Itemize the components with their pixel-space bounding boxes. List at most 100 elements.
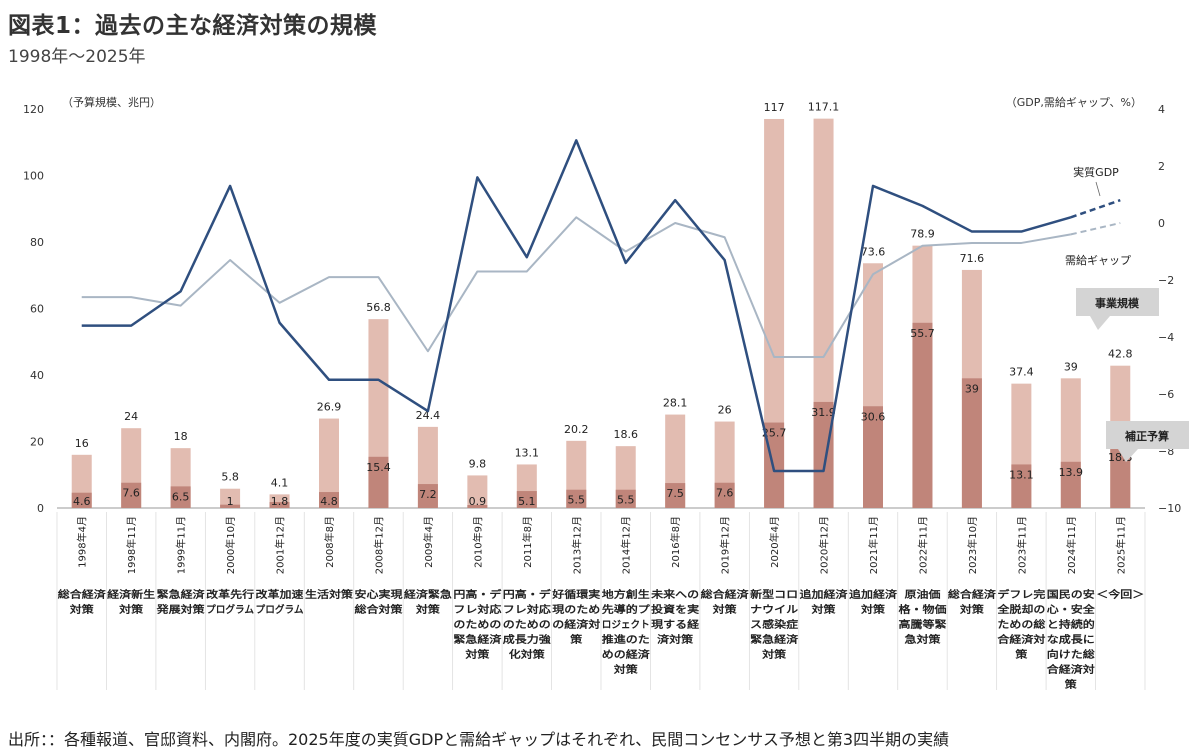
policy-name-label: 合経済対 <box>996 633 1045 646</box>
policy-name-label: 対策 <box>613 663 639 676</box>
policy-name-label: な成長に <box>1047 633 1095 646</box>
supplementary-budget-label: 5.5 <box>568 494 586 507</box>
business-scale-label: 56.8 <box>366 301 391 314</box>
policy-name-label: 安心実現 <box>354 588 402 601</box>
left-tick-label: 40 <box>30 369 44 382</box>
supplementary-budget-bar <box>912 322 933 508</box>
policy-name-label: 合経済対 <box>1046 663 1095 676</box>
right-tick-label: 0 <box>1158 217 1165 230</box>
real-gdp-line-forecast <box>1070 199 1121 219</box>
business-scale-bar <box>319 418 339 508</box>
policy-name-label: の経済対 <box>552 618 600 631</box>
policy-name-label: 円高・デ <box>453 588 502 601</box>
policy-name-label: 緊急経済 <box>157 588 206 601</box>
category-date-label: 2001年12月 <box>274 516 287 574</box>
policy-name-label: と持続的 <box>1047 618 1095 631</box>
policy-name-label: 改革加速 <box>256 588 304 601</box>
business-scale-label: 37.4 <box>1009 366 1034 379</box>
right-tick-label: −4 <box>1158 331 1174 344</box>
category-date-label: 2021年11月 <box>867 516 880 574</box>
business-scale-label: 24 <box>124 410 138 423</box>
supplementary-budget-label: 7.2 <box>419 488 437 501</box>
real-gdp-legend: 実質GDP <box>1073 165 1119 179</box>
business-scale-legend: 事業規模 <box>1095 296 1140 310</box>
policy-name-label: プログラム <box>206 603 254 616</box>
supplementary-budget-bar <box>1110 447 1131 508</box>
policy-name-label: 現する経 <box>651 618 700 631</box>
policy-name-label: 策 <box>1065 678 1078 691</box>
supplementary-budget-bar <box>764 422 785 508</box>
policy-name-label: 急対策 <box>904 633 941 646</box>
policy-name-label: めの経済 <box>602 648 651 661</box>
policy-name-label: のための <box>503 619 551 631</box>
category-date-label: 1999年11月 <box>175 516 188 574</box>
supplementary-budget-label: 6.5 <box>172 490 190 503</box>
right-tick-label: −2 <box>1158 274 1174 287</box>
supply-demand-gap-line-forecast <box>1070 222 1121 236</box>
policy-name-label: のための <box>453 619 501 631</box>
business-scale-label: 28.1 <box>663 397 688 410</box>
business-scale-bar <box>220 488 241 508</box>
policy-name-label: 経済緊急 <box>404 588 452 601</box>
policy-name-label: 追加経済 <box>849 588 898 601</box>
category-date-label: 2014年12月 <box>620 516 633 574</box>
business-scale-bar <box>764 118 785 508</box>
policy-name-label: 総合対策 <box>354 603 403 616</box>
supplementary-budget-label: 7.6 <box>122 487 140 500</box>
policy-name-label: 総合経済 <box>701 588 750 601</box>
policy-name-label: ロジェクト <box>602 619 650 631</box>
category-date-label: 2010年9月 <box>471 516 484 568</box>
category-date-label: 2024年11月 <box>1065 516 1078 574</box>
supplementary-budget-bar <box>319 492 339 508</box>
supplementary-budget-label: 7.6 <box>716 487 734 500</box>
policy-name-label: 経済新生 <box>107 588 155 601</box>
business-scale-label: 117.1 <box>808 101 840 114</box>
policy-name-label: 対策 <box>118 603 144 616</box>
business-scale-label: 73.6 <box>861 245 886 258</box>
business-scale-label: 4.1 <box>271 476 289 489</box>
category-date-label: 2019年12月 <box>719 516 732 574</box>
category-date-label: 2000年10月 <box>224 516 237 574</box>
supplementary-budget-label: 25.7 <box>762 427 787 440</box>
supplementary-budget-bar <box>417 484 438 508</box>
policy-name-label: 対策 <box>711 603 737 616</box>
policy-name-label: 対策 <box>69 603 95 616</box>
supplementary-budget-bar <box>615 489 636 508</box>
category-date-label: 2023年10月 <box>966 516 979 574</box>
policy-name-label: 緊急経済 <box>750 633 799 646</box>
policy-name-label: 策 <box>570 633 583 646</box>
policy-name-label: 対策 <box>810 603 836 616</box>
business-scale-label: 16 <box>75 437 89 450</box>
supplementary-budget-label: 1 <box>227 495 234 508</box>
category-date-label: 2009年4月 <box>422 516 435 568</box>
supply-demand-gap-line <box>81 216 1071 358</box>
policy-name-label: 向けた総 <box>1047 648 1095 661</box>
business-scale-label: 24.4 <box>416 409 441 422</box>
business-scale-bar <box>467 475 488 508</box>
business-scale-label: 78.9 <box>910 228 935 241</box>
business-scale-label: 26.9 <box>317 401 342 414</box>
policy-name-label: デフレ完 <box>997 588 1045 601</box>
supplementary-budget-label: 55.7 <box>910 327 935 340</box>
business-scale-label: 117 <box>764 101 785 114</box>
business-scale-label: 18 <box>174 430 188 443</box>
supplementary-budget-bar <box>566 489 587 508</box>
policy-name-label: 全脱却の <box>996 603 1045 616</box>
business-scale-label: 5.8 <box>221 471 239 484</box>
supplementary-budget-bar <box>467 505 488 508</box>
policy-name-label: 対策 <box>464 648 490 661</box>
business-scale-label: 20.2 <box>564 423 589 436</box>
policy-name-label: 原油価 <box>904 588 940 601</box>
policy-name-label: 円高・デ <box>503 588 552 601</box>
left-tick-label: 100 <box>23 170 44 183</box>
supplementary-budget-bar <box>1011 464 1032 508</box>
policy-name-label: フレ対応 <box>503 603 551 616</box>
supplementary-budget-bar <box>665 483 686 508</box>
policy-name-label: ＜今回＞ <box>1096 588 1144 601</box>
business-scale-label: 26 <box>718 404 732 417</box>
policy-name-label: 心・安全 <box>1047 603 1096 616</box>
category-date-label: 1998年11月 <box>125 516 138 574</box>
supplementary-budget-bar <box>220 504 241 508</box>
policy-name-label: 発展対策 <box>155 603 205 616</box>
policy-name-label: 対策 <box>415 603 441 616</box>
